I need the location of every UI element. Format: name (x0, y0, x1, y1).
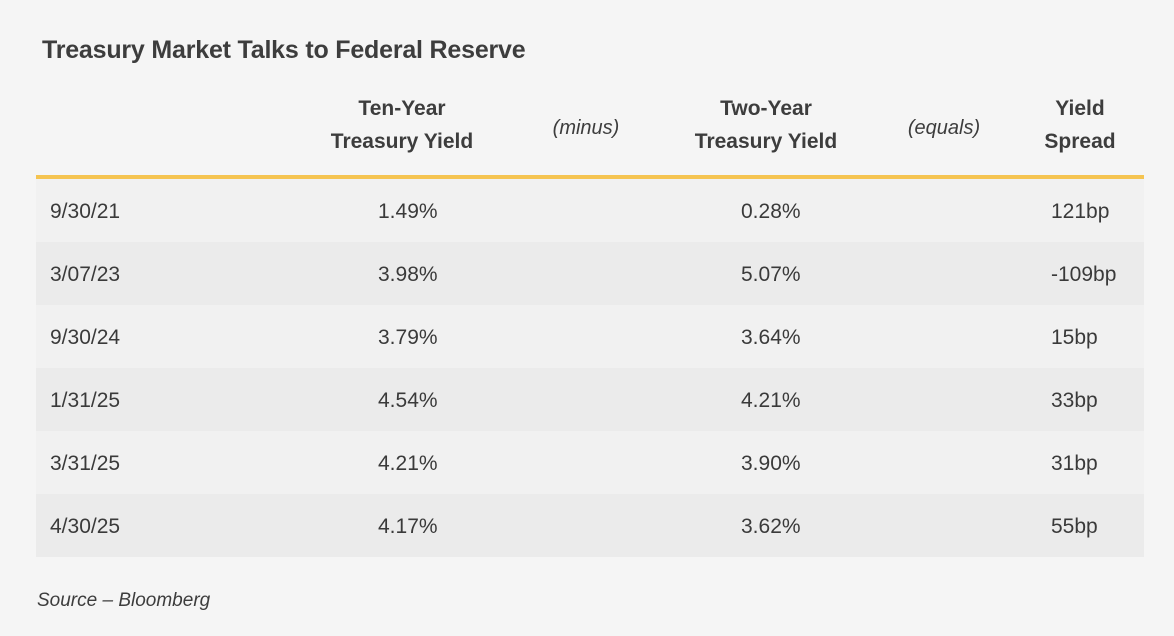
table-row: 9/30/21 1.49% 0.28% 121bp (36, 179, 1144, 242)
cell-spread: -109bp (1051, 263, 1117, 286)
cell-date: 9/30/24 (50, 326, 121, 349)
cell-date: 4/30/25 (50, 515, 121, 538)
header-rule (36, 175, 1144, 179)
cell-two-year: 3.64% (741, 326, 801, 349)
cell-ten-year: 1.49% (378, 200, 438, 223)
cell-two-year: 0.28% (741, 200, 801, 223)
header-two-year-line2: Treasury Yield (694, 130, 838, 153)
cell-two-year: 3.62% (741, 515, 801, 538)
cell-spread: 33bp (1051, 389, 1098, 412)
cell-two-year: 3.90% (741, 452, 801, 475)
cell-date: 3/07/23 (50, 263, 121, 286)
cell-spread: 31bp (1051, 452, 1098, 475)
header-two-year-line1: Two-Year (720, 97, 812, 120)
cell-ten-year: 4.17% (378, 515, 438, 538)
cell-date: 3/31/25 (50, 452, 121, 475)
cell-spread: 121bp (1051, 200, 1110, 223)
header-ten-year-line2: Treasury Yield (330, 130, 474, 153)
cell-two-year: 4.21% (741, 389, 801, 412)
header-spread-line2: Spread (1044, 130, 1116, 153)
cell-two-year: 5.07% (741, 263, 801, 286)
cell-date: 1/31/25 (50, 389, 121, 412)
cell-ten-year: 4.54% (378, 389, 438, 412)
header-equals: (equals) (907, 117, 981, 139)
header-ten-year-line1: Ten-Year (358, 97, 446, 120)
cell-spread: 55bp (1051, 515, 1098, 538)
table-body: 9/30/21 1.49% 0.28% 121bp 3/07/23 3.98% 5.07% -… (36, 179, 1144, 557)
header-ten-year: Ten-Year Treasury Yield (292, 92, 512, 158)
header-minus: (minus) (552, 117, 620, 139)
table-row: 4/30/25 4.17% 3.62% 55bp (36, 494, 1144, 557)
header-spread-line1: Yield (1055, 97, 1105, 120)
cell-ten-year: 3.79% (378, 326, 438, 349)
table-header: Ten-Year Treasury Yield (minus) Two-Year… (36, 92, 1144, 176)
cell-spread: 15bp (1051, 326, 1098, 349)
header-spread: Yield Spread (1020, 92, 1140, 158)
table-row: 3/07/23 3.98% 5.07% -109bp (36, 242, 1144, 305)
cell-date: 9/30/21 (50, 200, 121, 223)
cell-ten-year: 3.98% (378, 263, 438, 286)
source-note: Source – Bloomberg (37, 590, 211, 611)
table-title: Treasury Market Talks to Federal Reserve (42, 36, 526, 64)
table-row: 1/31/25 4.54% 4.21% 33bp (36, 368, 1144, 431)
table-row: 9/30/24 3.79% 3.64% 15bp (36, 305, 1144, 368)
table-row: 3/31/25 4.21% 3.90% 31bp (36, 431, 1144, 494)
cell-ten-year: 4.21% (378, 452, 438, 475)
header-two-year: Two-Year Treasury Yield (656, 92, 876, 158)
